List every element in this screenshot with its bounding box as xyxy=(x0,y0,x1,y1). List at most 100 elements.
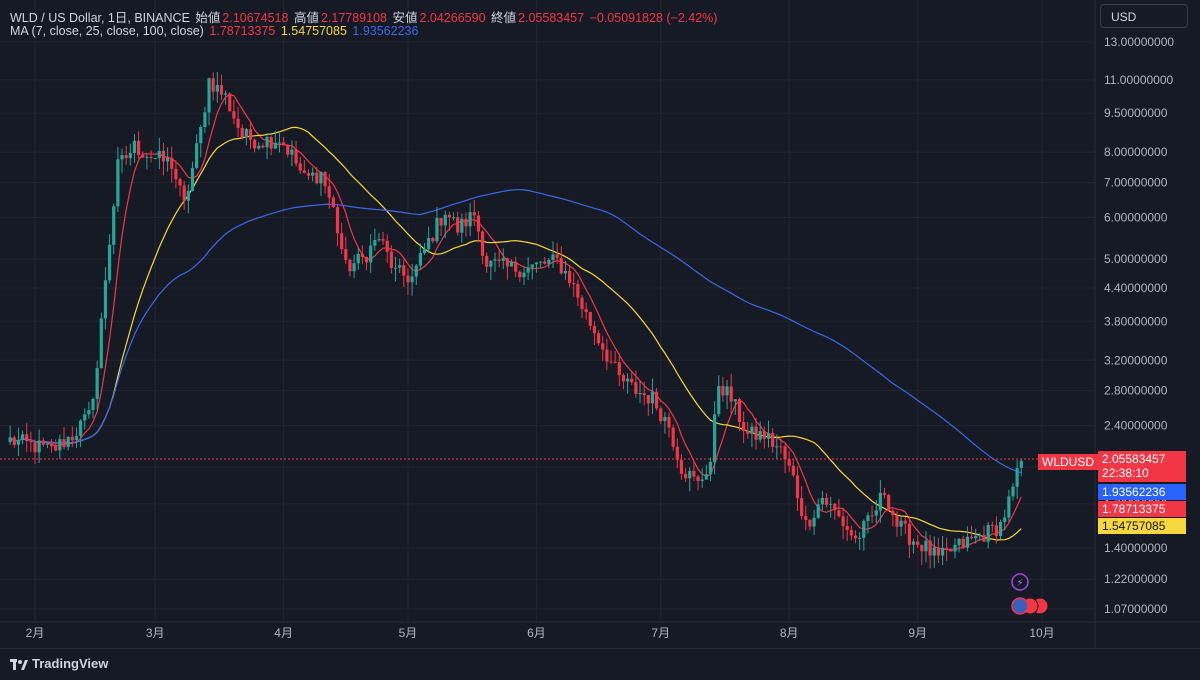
candle xyxy=(543,257,547,265)
candle xyxy=(45,442,50,449)
ma25-tag: 1.54757085 xyxy=(1098,518,1186,534)
candle xyxy=(667,412,671,438)
candle xyxy=(812,510,816,535)
x-tick-label: 9月 xyxy=(908,626,927,640)
candle xyxy=(696,474,700,491)
candle xyxy=(916,535,920,548)
y-tick-label: 11.00000000 xyxy=(1104,73,1174,87)
candle xyxy=(526,257,530,281)
symbol-title[interactable]: WLD / US Dollar, 1日, BINANCE xyxy=(10,11,190,25)
candle xyxy=(439,217,443,236)
candle xyxy=(306,169,311,180)
candle xyxy=(282,136,286,146)
candle xyxy=(630,370,634,386)
candle xyxy=(398,258,402,274)
candle xyxy=(650,378,655,415)
candle xyxy=(385,234,389,264)
candle xyxy=(1003,509,1007,531)
candle xyxy=(638,381,642,404)
lightning-icon[interactable] xyxy=(1011,573,1029,591)
candle xyxy=(273,130,277,150)
candle xyxy=(911,538,916,554)
candle xyxy=(887,493,891,512)
candle xyxy=(199,124,203,158)
candle xyxy=(965,526,970,552)
tradingview-logo[interactable]: TradingView xyxy=(10,656,108,671)
candle xyxy=(145,154,149,170)
candle xyxy=(969,525,974,540)
candle xyxy=(518,270,522,283)
y-tick-label: 6.00000000 xyxy=(1104,211,1168,225)
candle xyxy=(174,160,178,189)
candle xyxy=(704,464,708,480)
x-tick-label: 5月 xyxy=(399,626,418,640)
candle xyxy=(891,508,895,527)
candle xyxy=(472,199,476,227)
candle xyxy=(717,375,721,417)
candle xyxy=(132,134,137,163)
candle xyxy=(12,435,16,448)
candle xyxy=(41,437,45,447)
candle xyxy=(373,228,377,251)
candle xyxy=(824,493,829,508)
candle xyxy=(833,503,837,520)
y-tick-label: 1.07000000 xyxy=(1104,602,1168,616)
candle xyxy=(800,486,804,520)
candle xyxy=(70,426,74,447)
candle xyxy=(551,241,555,269)
candle xyxy=(414,263,418,285)
candle xyxy=(298,157,302,174)
last-price-value: 2.05583457 xyxy=(1102,452,1166,466)
candle xyxy=(895,511,899,537)
candle xyxy=(323,170,327,194)
candle xyxy=(186,184,190,214)
candle xyxy=(215,72,219,103)
candle xyxy=(961,535,965,550)
candle xyxy=(170,146,174,183)
candle xyxy=(601,335,605,361)
candle xyxy=(493,252,497,272)
legend-ma[interactable]: MA (7, close, 25, close, 100, close) 1.7… xyxy=(10,24,420,38)
candle xyxy=(559,246,563,275)
candle xyxy=(393,256,398,282)
us-flag-icon[interactable] xyxy=(1011,597,1029,615)
candle xyxy=(87,401,91,419)
candle xyxy=(903,516,907,535)
candle xyxy=(538,261,543,268)
candle xyxy=(994,516,999,544)
candle xyxy=(464,212,468,237)
y-tick-label: 13.00000000 xyxy=(1104,35,1174,49)
candle xyxy=(920,544,924,565)
ma7-tag: 1.78713375 xyxy=(1098,501,1186,517)
y-tick-label: 2.80000000 xyxy=(1104,384,1168,398)
candle xyxy=(315,166,319,185)
candle xyxy=(874,500,878,524)
candle xyxy=(489,260,493,281)
candle xyxy=(1019,458,1023,477)
candle xyxy=(771,427,775,453)
candle xyxy=(795,466,800,511)
candle xyxy=(244,127,248,146)
currency-selector[interactable]: USD xyxy=(1100,4,1188,28)
candle xyxy=(219,74,224,100)
candle xyxy=(253,138,257,153)
candle xyxy=(240,124,244,140)
candle xyxy=(311,167,315,182)
candle xyxy=(8,425,12,445)
candle xyxy=(91,397,95,419)
candle xyxy=(907,515,911,558)
candle xyxy=(203,106,207,134)
candle xyxy=(37,429,41,464)
candle xyxy=(128,143,132,166)
candle xyxy=(402,259,406,288)
candle xyxy=(625,373,630,394)
candle xyxy=(547,258,551,269)
candle xyxy=(642,381,646,406)
candle xyxy=(116,146,120,212)
ma100-line xyxy=(9,189,1022,474)
candle xyxy=(779,436,783,454)
y-tick-label: 5.00000000 xyxy=(1104,252,1168,266)
candle xyxy=(509,259,514,267)
candle xyxy=(721,377,725,402)
